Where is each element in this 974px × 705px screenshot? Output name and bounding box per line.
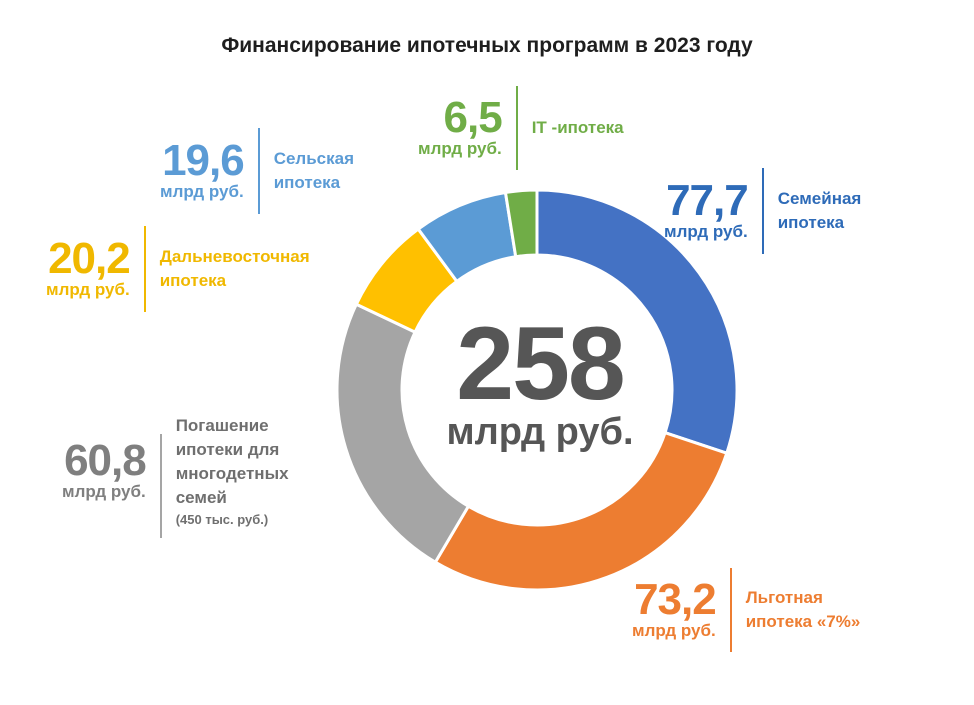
it-name: IT -ипотека bbox=[531, 118, 624, 137]
family-value: 77,7 bbox=[666, 176, 749, 225]
dalnevost-value: 20,2 bbox=[48, 234, 131, 283]
lgot-name-line2: ипотека «7%» bbox=[745, 612, 861, 631]
chart-title: Финансирование ипотечных программ в 2023… bbox=[221, 34, 753, 57]
total-unit: млрд руб. bbox=[446, 411, 634, 453]
dalnevost-divider bbox=[143, 226, 146, 312]
label-selsk: 19,6 млрд руб. Сельская ипотека bbox=[160, 128, 354, 214]
pogash-value: 60,8 bbox=[64, 436, 147, 485]
lgot-name-line1: Льготная bbox=[745, 588, 823, 607]
pogash-note: (450 тыс. руб.) bbox=[175, 512, 269, 527]
family-unit: млрд руб. bbox=[664, 222, 748, 241]
it-unit: млрд руб. bbox=[418, 139, 502, 158]
pogash-name-line3: многодетных bbox=[175, 464, 289, 483]
label-dalnevost: 20,2 млрд руб. Дальневосточная ипотека bbox=[46, 226, 310, 312]
selsk-value: 19,6 bbox=[162, 136, 245, 185]
dalnevost-unit: млрд руб. bbox=[46, 280, 130, 299]
family-divider bbox=[761, 168, 764, 254]
donut-slice-lgot bbox=[433, 430, 729, 592]
family-name-line2: ипотека bbox=[777, 213, 845, 232]
label-lgot: 73,2 млрд руб. Льготная ипотека «7%» bbox=[632, 568, 860, 652]
donut-slice-family bbox=[535, 188, 739, 456]
it-value: 6,5 bbox=[443, 93, 503, 142]
label-family: 77,7 млрд руб. Семейная ипотека bbox=[664, 168, 861, 254]
pogash-divider bbox=[159, 434, 162, 538]
it-divider bbox=[515, 86, 518, 170]
donut-slice-pogash bbox=[335, 302, 471, 565]
selsk-divider bbox=[257, 128, 260, 214]
family-name-line1: Семейная bbox=[777, 189, 862, 208]
pogash-unit: млрд руб. bbox=[62, 482, 146, 501]
selsk-name-line2: ипотека bbox=[273, 173, 341, 192]
lgot-divider bbox=[729, 568, 732, 652]
pogash-name-line1: Погашение bbox=[175, 416, 269, 435]
lgot-value: 73,2 bbox=[634, 575, 717, 624]
pogash-name-line4: семей bbox=[175, 488, 227, 507]
label-pogash: 60,8 млрд руб. Погашение ипотеки для мно… bbox=[62, 414, 289, 538]
selsk-unit: млрд руб. bbox=[160, 182, 244, 201]
lgot-unit: млрд руб. bbox=[632, 621, 716, 640]
dalnevost-name-line2: ипотека bbox=[159, 271, 227, 290]
pogash-name-line2: ипотеки для bbox=[175, 440, 280, 459]
selsk-name-line1: Сельская bbox=[273, 149, 355, 168]
dalnevost-name-line1: Дальневосточная bbox=[159, 247, 310, 266]
donut-slice-it bbox=[503, 188, 539, 259]
total-value: 258 bbox=[456, 306, 626, 422]
label-it: 6,5 млрд руб. IT -ипотека bbox=[418, 86, 624, 170]
